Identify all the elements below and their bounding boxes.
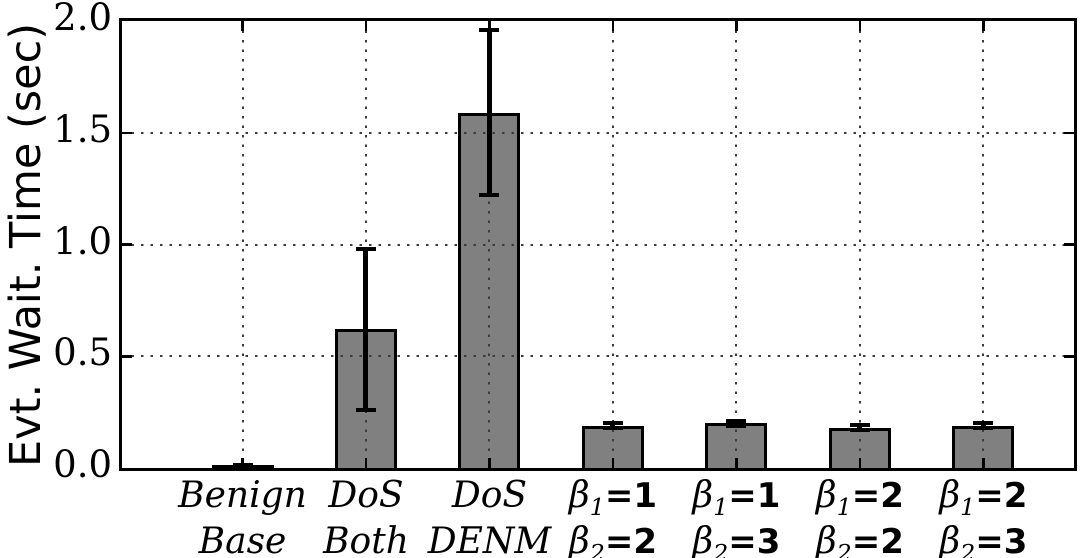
x-tick-top [611, 21, 615, 31]
x-tick-label-line: β2=3 [939, 521, 1028, 558]
error-bar-5 [857, 425, 863, 431]
x-tick-label-line: β1=2 [939, 475, 1028, 522]
y-tick-left [122, 243, 132, 246]
error-bar-2 [486, 29, 492, 196]
y-tick-label: 1.0 [53, 219, 112, 263]
gridline-v [735, 21, 738, 468]
x-tick-label-5: β1=2 β2=2 [710, 473, 1010, 558]
x-tick-bottom [982, 458, 985, 468]
gridline-v [241, 21, 244, 468]
x-tick-label-2: DoS DENM [339, 473, 639, 558]
x-tick-top [858, 21, 862, 31]
x-tick-label-line: β2=2 [815, 521, 904, 558]
error-cap-top-4 [726, 418, 747, 423]
x-tick-label-line: Benign [178, 475, 307, 516]
plot-inner [122, 21, 1074, 469]
x-tick-bottom [611, 458, 615, 468]
x-tick-top [241, 21, 244, 31]
x-tick-top [982, 21, 985, 31]
x-tick-bottom [488, 458, 491, 468]
error-cap-bottom-3 [602, 426, 623, 431]
gridline-v [858, 21, 861, 468]
x-tick-label-4: β1=1 β2=3 [586, 473, 886, 558]
x-tick-label-line: DoS [451, 475, 528, 516]
x-tick-bottom [735, 458, 738, 468]
y-tick-right [1064, 131, 1074, 134]
x-tick-label-line: Both [323, 521, 409, 558]
x-tick-label-3: β1=1 β2=2 [463, 473, 763, 558]
error-bar-1 [363, 248, 369, 410]
y-tick-left [122, 355, 132, 358]
x-tick-label-line: β2=3 [692, 521, 781, 558]
y-tick-left [122, 131, 132, 134]
y-tick-label: 1.5 [53, 107, 112, 151]
x-tick-bottom [241, 458, 244, 468]
x-tick-label-line: β1=2 [815, 475, 904, 522]
error-cap-bottom-4 [726, 423, 747, 428]
gridline-v [488, 21, 491, 468]
error-cap-bottom-2 [479, 193, 500, 198]
y-tick-label: 2.0 [53, 0, 112, 39]
gridline-h [122, 243, 1074, 246]
gridline-v [982, 21, 985, 468]
error-cap-top-3 [602, 420, 623, 425]
error-cap-top-5 [849, 423, 870, 428]
x-tick-top [488, 21, 491, 31]
x-tick-label-line: Base [198, 521, 287, 558]
error-cap-bottom-5 [849, 428, 870, 433]
x-tick-bottom [858, 458, 862, 468]
x-tick-label-line: β1=1 [692, 475, 781, 522]
error-bar-6 [980, 422, 986, 429]
x-tick-label-6: β1=2 β2=3 [833, 473, 1080, 558]
error-bar-3 [610, 422, 616, 429]
plot-area [119, 18, 1077, 471]
y-tick-right [1064, 243, 1074, 246]
x-tick-label-line: β2=2 [568, 521, 657, 558]
error-cap-top-1 [355, 246, 376, 251]
y-tick-right [1064, 355, 1074, 358]
gridline-v [364, 21, 367, 468]
x-tick-label-0: Benign Base [93, 473, 393, 558]
gridline-v [611, 21, 614, 468]
error-cap-top-6 [973, 420, 994, 425]
error-bar-4 [733, 420, 739, 426]
y-tick-label: 0.5 [53, 331, 112, 375]
x-tick-label-line: β1=1 [568, 475, 657, 522]
x-tick-top [735, 21, 738, 31]
x-tick-label-line: DENM [427, 521, 552, 558]
x-tick-label-1: DoS Both [216, 473, 516, 558]
x-tick-label-line: DoS [328, 475, 404, 516]
y-tick-label: 0.0 [53, 443, 112, 486]
error-cap-bottom-6 [973, 426, 994, 431]
gridline-h [122, 355, 1074, 358]
error-cap-bottom-1 [355, 407, 376, 412]
x-tick-bottom [364, 458, 368, 468]
gridline-h [122, 131, 1074, 134]
x-tick-top [364, 21, 368, 31]
